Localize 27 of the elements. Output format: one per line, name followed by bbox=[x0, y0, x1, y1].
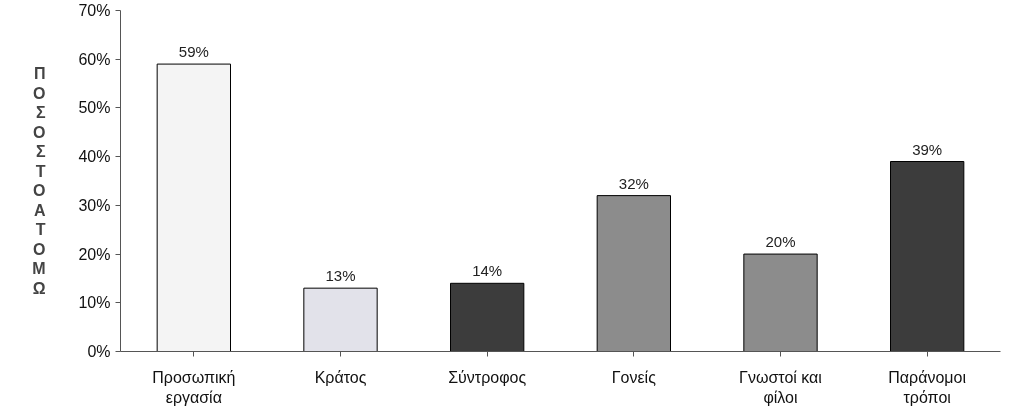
y-tick-label: 0% bbox=[87, 343, 111, 360]
x-tick-label: Προσωπική εργασία bbox=[152, 368, 236, 406]
y-tick-label: 20% bbox=[78, 245, 111, 263]
data-label: 32% bbox=[618, 174, 649, 192]
x-tick-label: Σύντροφος bbox=[448, 368, 527, 386]
y-tick-label: 40% bbox=[78, 148, 111, 166]
data-label: 59% bbox=[178, 43, 209, 61]
bar bbox=[303, 287, 378, 352]
data-label: 20% bbox=[765, 233, 796, 251]
data-label: 39% bbox=[912, 140, 943, 158]
bar bbox=[890, 161, 965, 352]
y-tick-label: 70% bbox=[78, 2, 111, 19]
data-label: 13% bbox=[325, 267, 356, 285]
bar bbox=[156, 63, 231, 352]
y-tick-label: 10% bbox=[78, 294, 111, 312]
bar bbox=[450, 282, 525, 352]
y-tick-label: 60% bbox=[78, 50, 111, 68]
data-label: 14% bbox=[472, 262, 503, 280]
bar bbox=[596, 195, 671, 352]
x-tick-label: Κράτος bbox=[314, 368, 367, 386]
y-tick-label: 50% bbox=[78, 99, 111, 117]
x-tick-label: Γνωστοί και φίλοι bbox=[739, 368, 823, 406]
y-tick-label: 30% bbox=[78, 196, 111, 214]
bar bbox=[743, 253, 818, 352]
x-tick-label: Παράνομοι τρόποι bbox=[888, 368, 967, 406]
text: ΠΟΣΟΣΤΟ ΑΤΟΜΩ bbox=[32, 64, 46, 298]
x-tick-label: Γονείς bbox=[611, 368, 657, 386]
